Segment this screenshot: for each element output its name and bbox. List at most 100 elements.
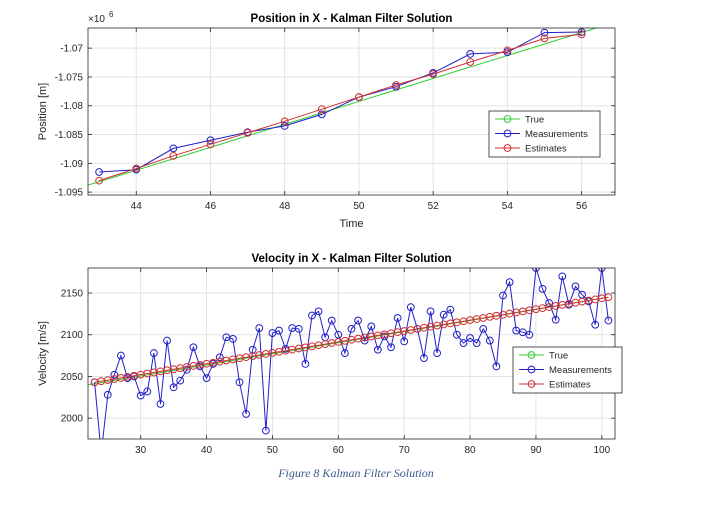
velocity-legend-measurements-marker: [527, 365, 536, 374]
velocity-series-measurements-point: [466, 334, 474, 342]
velocity-series-measurements-point: [156, 400, 165, 408]
figure-caption: Figure 8 Kalman Filter Solution: [278, 466, 434, 480]
position-series-estimates-point: [429, 70, 438, 78]
position-xtick-label: 54: [502, 201, 514, 212]
velocity-series-measurements-point: [354, 316, 362, 325]
position-axes-box: [87, 27, 616, 196]
velocity-legend-estimates-marker: [527, 380, 536, 388]
velocity-series-measurements-point: [518, 328, 527, 337]
position-series-measurements-point: [540, 28, 549, 37]
velocity-legend-measurements-label: Measurements: [549, 365, 612, 376]
velocity-ytick-label: 2050: [61, 372, 84, 383]
position-series-estimates-point: [355, 93, 363, 102]
velocity-series-measurements-point: [479, 324, 488, 333]
velocity-series-measurements-point: [242, 410, 251, 418]
position-series-measurements-point: [169, 144, 178, 153]
velocity-series-measurements-point: [136, 391, 145, 400]
position-x-axis-label: Time: [339, 218, 363, 230]
velocity-series-measurements-point: [163, 336, 171, 345]
velocity-xtick-label: 100: [593, 445, 610, 456]
velocity-legend: True Measurements Estimates: [512, 346, 623, 394]
velocity-series-measurements-point: [301, 360, 310, 368]
position-series-estimates-point: [503, 46, 512, 55]
velocity-series-measurements-point: [485, 336, 494, 345]
position-series-estimates-point: [243, 128, 252, 137]
velocity-ytick-label: 2100: [61, 330, 84, 341]
velocity-series-measurements-point: [400, 337, 409, 346]
position-ytick-label: -1.07: [60, 44, 83, 55]
velocity-series-measurements-point: [314, 307, 323, 316]
velocity-series-measurements-point: [558, 272, 567, 281]
velocity-series-measurements-point: [472, 339, 481, 347]
position-ytick-label: -1.085: [55, 130, 84, 141]
velocity-series-measurements-point: [294, 324, 303, 333]
position-series-estimates-line: [98, 33, 582, 182]
position-series-estimates-point: [466, 58, 475, 66]
velocity-series-measurements-point: [98, 450, 105, 457]
position-series-measurements-point: [280, 121, 289, 130]
position-xtick-label: 56: [576, 201, 588, 212]
position-series-estimates-point: [392, 81, 400, 89]
velocity-series-measurements-point: [373, 345, 382, 354]
velocity-xtick-label: 90: [530, 445, 542, 456]
velocity-xtick-label: 80: [465, 445, 477, 456]
velocity-series-measurements-point: [538, 284, 547, 293]
velocity-series-measurements-point: [235, 378, 244, 387]
velocity-series-measurements-point: [420, 354, 428, 362]
position-legend-true-marker: [503, 115, 512, 123]
position-xtick-label: 44: [131, 201, 143, 212]
velocity-series-measurements-point: [505, 278, 514, 287]
position-exponent-power: 6: [109, 10, 114, 19]
velocity-series-measurements-point: [393, 314, 402, 322]
position-series-estimates-point: [169, 151, 178, 160]
position-series-estimates-point: [280, 117, 289, 126]
velocity-series-measurements-point: [103, 390, 112, 399]
position-series-estimates-point: [540, 34, 549, 43]
position-xtick-label: 48: [279, 201, 291, 212]
velocity-series-measurements-point: [202, 374, 211, 383]
velocity-ytick-label: 2150: [61, 289, 84, 300]
position-series-estimates-point: [317, 105, 326, 114]
velocity-series-measurements-point: [446, 305, 455, 314]
velocity-series-measurements-point: [149, 349, 158, 357]
position-legend-estimates-marker: [503, 144, 512, 152]
position-series-estimates-point: [95, 176, 104, 185]
velocity-series-measurements-point: [308, 311, 316, 320]
velocity-series-estimates-point: [604, 293, 613, 302]
velocity-xtick-label: 60: [333, 445, 345, 456]
position-series-measurements-point: [95, 168, 104, 176]
velocity-xtick-label: 40: [201, 445, 213, 456]
velocity-series-measurements-point: [439, 310, 448, 319]
velocity-series-measurements-point: [110, 370, 119, 379]
position-legend: True Measurements Estimates: [488, 110, 601, 158]
position-series-estimates-point: [132, 164, 141, 173]
position-ytick-label: -1.08: [60, 101, 83, 112]
velocity-series-measurements-point: [169, 383, 178, 392]
velocity-series-measurements-point: [327, 316, 336, 325]
velocity-series-measurements-point: [499, 291, 507, 300]
velocity-series-measurements-point: [275, 326, 283, 335]
velocity-series-measurements-point: [545, 299, 554, 307]
velocity-xtick-label: 30: [135, 445, 147, 456]
position-xtick-label: 46: [205, 201, 217, 212]
velocity-series-measurements-point: [571, 282, 580, 291]
position-series-measurements-point: [206, 136, 215, 145]
position-series-measurements-point: [466, 50, 475, 58]
position-chart: 44 46 48 50 52 54 56 -1.07 -1.075 -1.08 -1.085 -1.0…: [37, 10, 616, 230]
velocity-series-measurements-point: [604, 316, 613, 325]
velocity-legend-true-marker: [527, 351, 536, 359]
velocity-series-measurements-point: [492, 362, 501, 371]
position-xtick-label: 52: [428, 201, 440, 212]
velocity-series-measurements-point: [387, 343, 395, 352]
velocity-series-measurements-point: [426, 307, 435, 316]
velocity-series-measurements-point: [367, 322, 376, 331]
velocity-series-measurements-point: [229, 335, 237, 343]
velocity-series-measurements-point: [341, 349, 349, 357]
position-ytick-label: -1.095: [55, 188, 84, 199]
position-chart-title: Position in X - Kalman Filter Solution: [251, 13, 453, 25]
position-series-measurements-point: [317, 110, 326, 119]
position-ytick-label: -1.09: [60, 159, 83, 170]
velocity-series-measurements-point: [433, 349, 442, 357]
velocity-series-measurements-point: [215, 353, 224, 362]
